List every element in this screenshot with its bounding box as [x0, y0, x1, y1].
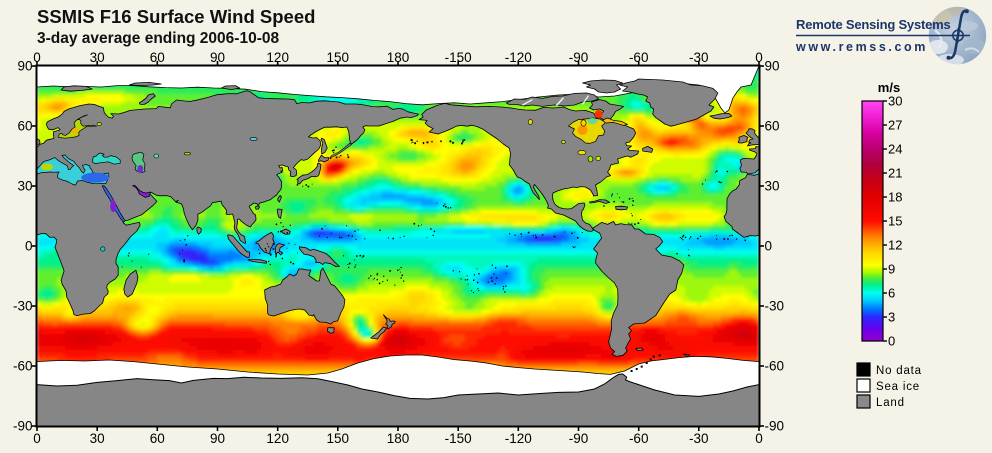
svg-text:-60: -60	[629, 431, 649, 446]
svg-text:3: 3	[888, 310, 895, 325]
svg-text:-90: -90	[569, 50, 589, 65]
svg-text:18: 18	[888, 190, 902, 205]
svg-text:-30: -30	[689, 431, 709, 446]
svg-text:150: 150	[327, 50, 350, 65]
svg-text:120: 120	[266, 431, 289, 446]
svg-text:-90: -90	[569, 431, 589, 446]
svg-text:0: 0	[755, 431, 763, 446]
svg-text:30: 30	[17, 179, 32, 194]
svg-text:www.remss.com: www.remss.com	[795, 40, 928, 54]
svg-text:6: 6	[888, 286, 895, 301]
svg-text:Sea ice: Sea ice	[876, 381, 920, 393]
svg-text:180: 180	[387, 431, 410, 446]
svg-text:30: 30	[90, 50, 105, 65]
svg-text:30: 30	[90, 431, 105, 446]
svg-text:30: 30	[765, 179, 780, 194]
svg-text:-60: -60	[765, 359, 785, 374]
svg-text:60: 60	[17, 119, 32, 134]
svg-text:60: 60	[150, 50, 165, 65]
svg-text:0: 0	[888, 334, 895, 349]
svg-text:27: 27	[888, 118, 902, 133]
svg-text:0: 0	[33, 431, 41, 446]
svg-text:30: 30	[888, 94, 902, 109]
svg-text:Remote Sensing Systems: Remote Sensing Systems	[796, 17, 951, 32]
svg-text:3-day average ending 2006-10-0: 3-day average ending 2006-10-08	[37, 30, 279, 47]
svg-text:90: 90	[17, 59, 32, 74]
svg-text:-150: -150	[445, 431, 472, 446]
svg-text:0: 0	[765, 239, 773, 254]
svg-text:24: 24	[888, 142, 902, 157]
svg-text:15: 15	[888, 214, 902, 229]
svg-text:90: 90	[765, 59, 780, 74]
svg-text:180: 180	[387, 50, 410, 65]
svg-text:-60: -60	[13, 359, 33, 374]
svg-text:-90: -90	[765, 419, 785, 434]
svg-text:12: 12	[888, 238, 902, 253]
svg-text:-30: -30	[689, 50, 709, 65]
svg-text:-120: -120	[505, 50, 532, 65]
svg-text:Land: Land	[876, 397, 905, 409]
svg-text:120: 120	[266, 50, 289, 65]
svg-text:60: 60	[765, 119, 780, 134]
svg-text:0: 0	[25, 239, 33, 254]
svg-text:-60: -60	[629, 50, 649, 65]
svg-text:90: 90	[210, 431, 225, 446]
svg-text:-30: -30	[765, 299, 785, 314]
svg-text:SSMIS F16 Surface Wind Speed: SSMIS F16 Surface Wind Speed	[37, 6, 315, 27]
svg-text:0: 0	[33, 50, 41, 65]
svg-text:-120: -120	[505, 431, 532, 446]
svg-text:9: 9	[888, 262, 895, 277]
svg-text:-90: -90	[13, 419, 33, 434]
svg-text:90: 90	[210, 50, 225, 65]
svg-text:21: 21	[888, 166, 902, 181]
svg-text:0: 0	[755, 50, 763, 65]
svg-text:-150: -150	[445, 50, 472, 65]
svg-text:m/s: m/s	[878, 80, 900, 95]
svg-text:150: 150	[327, 431, 350, 446]
svg-text:-30: -30	[13, 299, 33, 314]
svg-text:No data: No data	[876, 365, 922, 377]
svg-text:60: 60	[150, 431, 165, 446]
